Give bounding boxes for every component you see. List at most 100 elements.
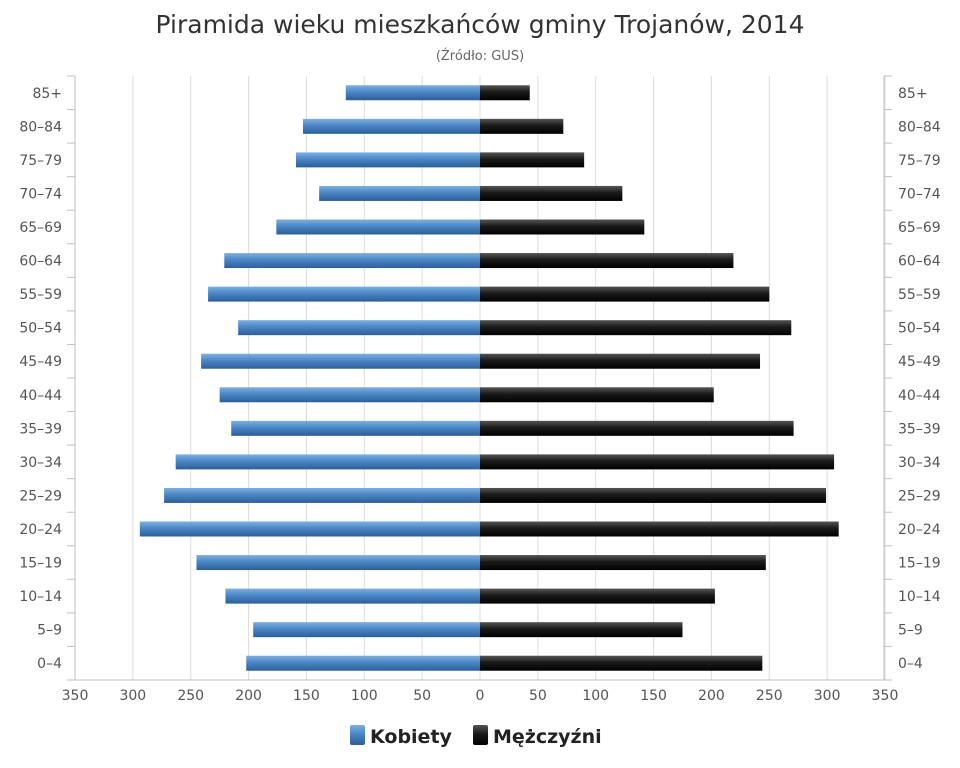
bar-mezczyzni[interactable] — [480, 185, 623, 201]
bar-mezczyzni[interactable] — [480, 219, 645, 235]
category-label-right: 20–24 — [898, 522, 941, 538]
category-label-right: 10–14 — [898, 589, 941, 605]
x-tick-label: 250 — [756, 688, 783, 704]
x-tick-label: 50 — [413, 688, 431, 704]
category-label-left: 60–64 — [19, 254, 62, 270]
category-label-left: 70–74 — [19, 186, 62, 202]
bar-kobiety[interactable] — [238, 320, 480, 336]
bar-kobiety[interactable] — [164, 487, 480, 503]
bar-kobiety[interactable] — [224, 253, 480, 269]
category-label-left: 80–84 — [19, 119, 62, 135]
category-label-left: 30–34 — [19, 455, 62, 471]
bar-mezczyzni[interactable] — [480, 588, 715, 604]
category-label-left: 10–14 — [19, 589, 62, 605]
bar-kobiety[interactable] — [231, 420, 480, 436]
gridlines — [74, 76, 886, 680]
bar-mezczyzni[interactable] — [480, 655, 763, 671]
x-tick-label: 300 — [119, 688, 146, 704]
x-tick-label: 300 — [814, 688, 841, 704]
bar-mezczyzni[interactable] — [480, 454, 835, 470]
x-tick-label: 200 — [698, 688, 725, 704]
bar-kobiety[interactable] — [196, 555, 481, 571]
bar-mezczyzni[interactable] — [480, 420, 794, 436]
category-label-right: 45–49 — [898, 354, 941, 370]
category-label-right: 25–29 — [898, 488, 941, 504]
category-label-right: 75–79 — [898, 153, 941, 169]
x-tick-label: 150 — [293, 688, 320, 704]
bar-mezczyzni[interactable] — [480, 286, 770, 302]
x-tick-label: 200 — [235, 688, 262, 704]
bar-mezczyzni[interactable] — [480, 521, 839, 537]
category-label-left: 20–24 — [19, 522, 62, 538]
bar-mezczyzni[interactable] — [480, 353, 761, 369]
category-label-left: 75–79 — [19, 153, 62, 169]
bar-kobiety[interactable] — [201, 353, 480, 369]
legend-item-mezczyzni[interactable]: Mężczyźni — [473, 725, 602, 748]
category-label-left: 85+ — [32, 86, 62, 102]
category-label-right: 85+ — [898, 86, 928, 102]
x-tick-labels: 350 300 250 200 150 100 50 0 50 100 150 200 250 300 35… — [62, 688, 899, 704]
bar-mezczyzni[interactable] — [480, 487, 826, 503]
bar-mezczyzni[interactable] — [480, 152, 585, 168]
bar-mezczyzni[interactable] — [480, 622, 683, 638]
chart-title: Piramida wieku mieszkańców gminy Trojanó… — [156, 10, 805, 39]
category-label-right: 0–4 — [898, 656, 923, 672]
legend-item-kobiety[interactable]: Kobiety — [350, 725, 453, 748]
category-label-left: 15–19 — [19, 556, 62, 572]
bar-kobiety[interactable] — [208, 286, 481, 302]
bar-kobiety[interactable] — [139, 521, 481, 537]
bar-mezczyzni[interactable] — [480, 320, 792, 336]
category-label-right: 15–19 — [898, 556, 941, 572]
x-tick-label: 350 — [872, 688, 899, 704]
category-label-left: 25–29 — [19, 488, 62, 504]
bar-kobiety[interactable] — [246, 655, 480, 671]
x-tick-label: 0 — [476, 688, 485, 704]
bar-kobiety[interactable] — [219, 387, 480, 403]
category-label-left: 0–4 — [37, 656, 62, 672]
bars — [139, 85, 839, 671]
bar-kobiety[interactable] — [225, 588, 480, 604]
category-label-right: 60–64 — [898, 254, 941, 270]
category-label-right: 30–34 — [898, 455, 941, 471]
category-label-right: 5–9 — [898, 623, 923, 639]
bar-kobiety[interactable] — [319, 185, 480, 201]
axes — [67, 75, 892, 681]
bar-kobiety[interactable] — [345, 85, 480, 101]
category-label-left: 35–39 — [19, 421, 62, 437]
category-labels: 85+ 85+ 80–84 80–84 75–79 75–79 70–74 70–74 65–6… — [19, 86, 940, 672]
x-tick-label: 150 — [640, 688, 667, 704]
bar-mezczyzni[interactable] — [480, 253, 734, 269]
bar-mezczyzni[interactable] — [480, 118, 564, 134]
bar-kobiety[interactable] — [302, 118, 480, 134]
category-label-right: 55–59 — [898, 287, 941, 303]
chart-subtitle: (Źródło: GUS) — [436, 48, 524, 64]
legend: Kobiety Mężczyźni — [350, 725, 602, 748]
category-label-left: 5–9 — [37, 623, 62, 639]
x-tick-label: 250 — [177, 688, 204, 704]
legend-label-mezczyzni: Mężczyźni — [493, 726, 602, 748]
category-label-left: 55–59 — [19, 287, 62, 303]
bar-kobiety[interactable] — [296, 152, 480, 168]
category-label-left: 40–44 — [19, 388, 62, 404]
x-tick-label: 50 — [529, 688, 547, 704]
category-label-right: 40–44 — [898, 388, 941, 404]
category-label-right: 70–74 — [898, 186, 941, 202]
x-tick-label: 100 — [582, 688, 609, 704]
bar-mezczyzni[interactable] — [480, 387, 714, 403]
legend-label-kobiety: Kobiety — [370, 726, 453, 748]
x-tick-label: 100 — [351, 688, 378, 704]
category-label-left: 50–54 — [19, 321, 62, 337]
category-label-right: 80–84 — [898, 119, 941, 135]
bar-kobiety[interactable] — [175, 454, 480, 470]
category-label-left: 45–49 — [19, 354, 62, 370]
category-label-left: 65–69 — [19, 220, 62, 236]
bar-mezczyzni[interactable] — [480, 85, 530, 101]
category-label-right: 50–54 — [898, 321, 941, 337]
category-label-right: 35–39 — [898, 421, 941, 437]
x-tick-label: 350 — [62, 688, 89, 704]
category-label-right: 65–69 — [898, 220, 941, 236]
bar-kobiety[interactable] — [253, 622, 480, 638]
bar-kobiety[interactable] — [276, 219, 480, 235]
bar-mezczyzni[interactable] — [480, 555, 766, 571]
